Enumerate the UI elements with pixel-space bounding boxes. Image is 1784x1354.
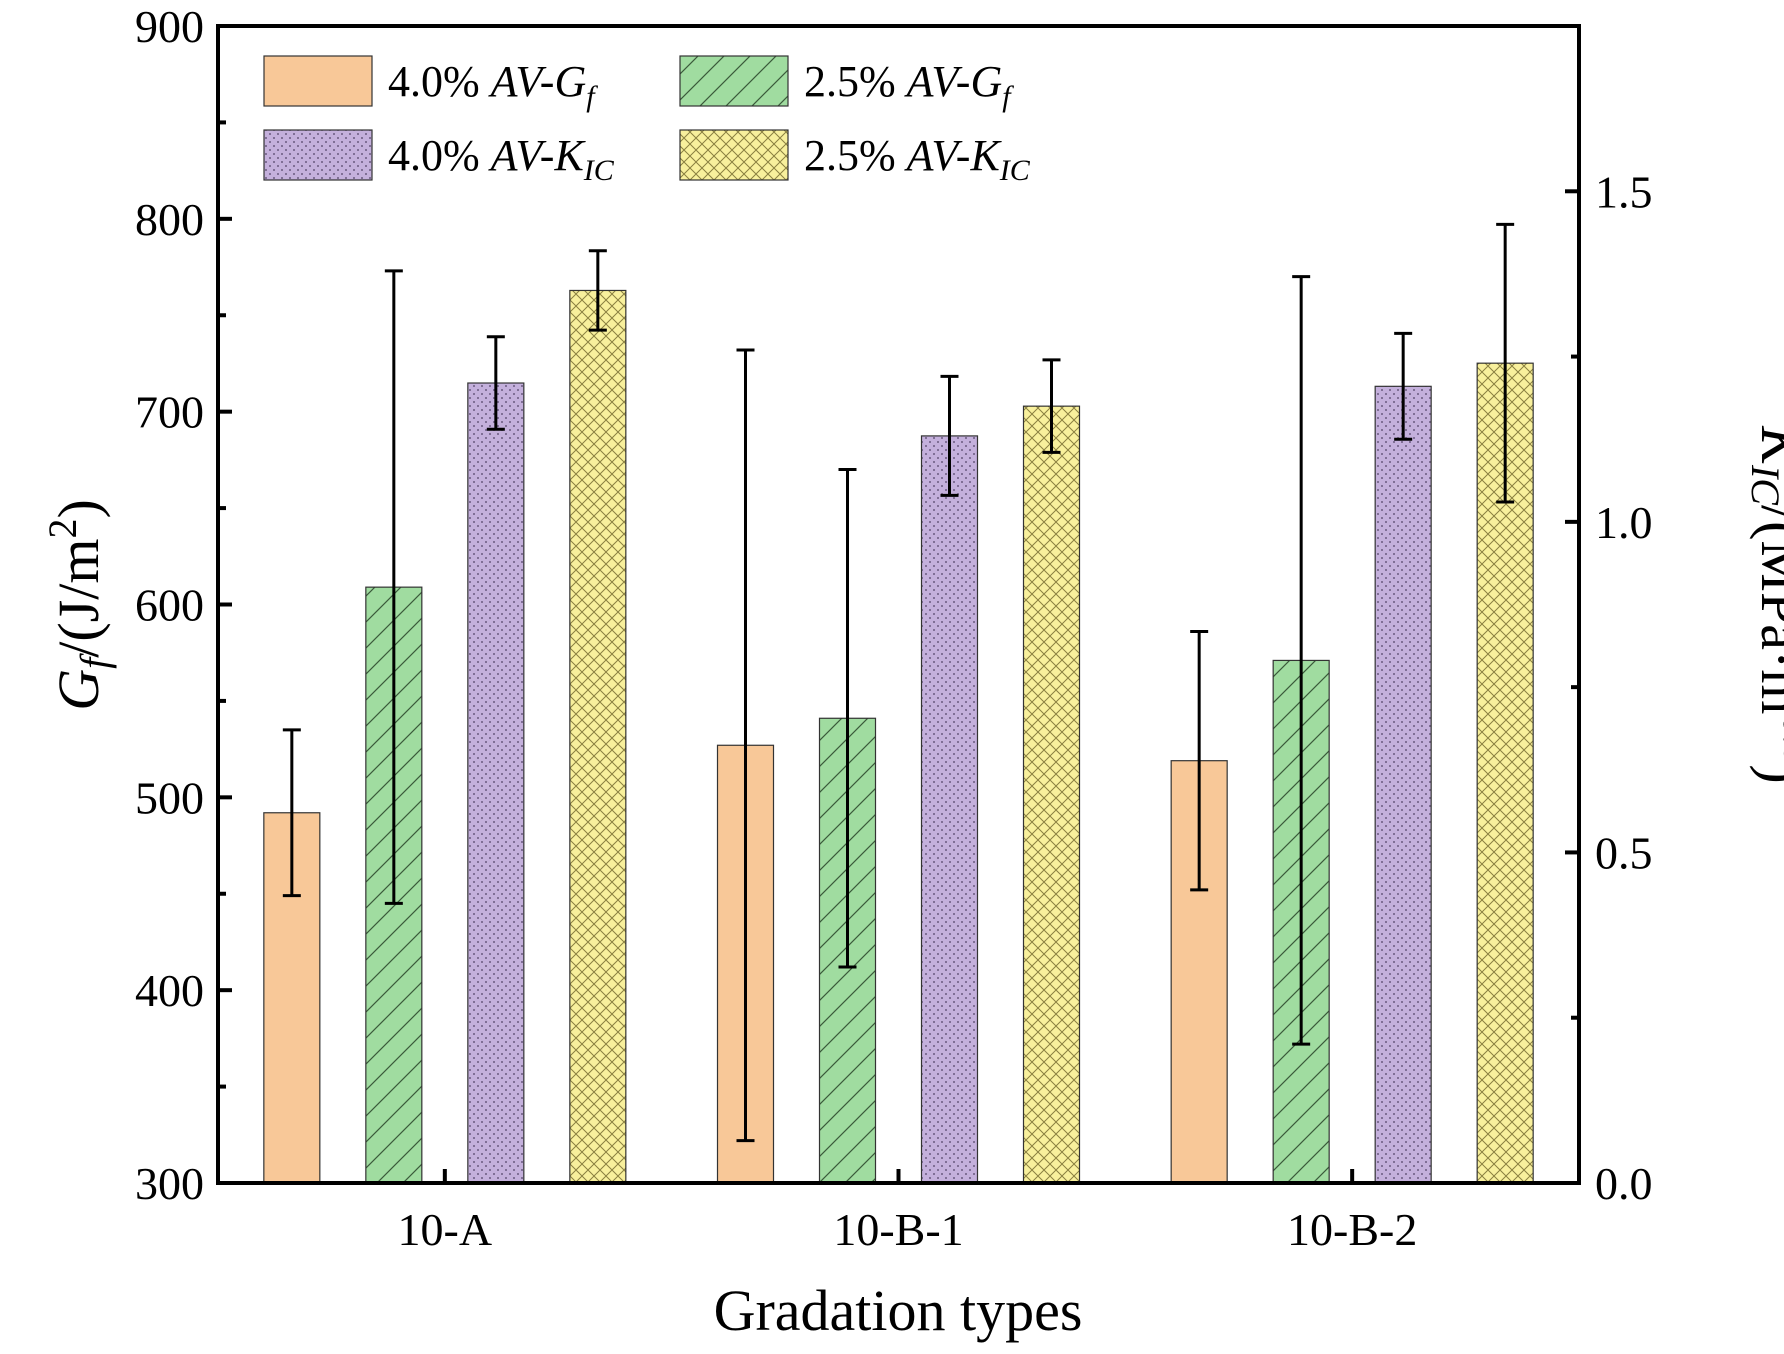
right-tick-label: 0.5 <box>1595 827 1653 878</box>
bar-4-10-A <box>569 289 627 1184</box>
left-tick-label: 900 <box>135 1 204 52</box>
axis-ticks <box>218 24 1579 1185</box>
bar-3-10-B-1 <box>920 435 979 1184</box>
legend-swatch-4 <box>679 129 789 181</box>
error-bars <box>282 222 1515 1143</box>
legend-swatch-3 <box>263 129 373 181</box>
legend-swatch-2 <box>679 55 789 107</box>
category-label-10-A: 10-A <box>398 1204 493 1255</box>
left-tick-label: 600 <box>135 580 204 631</box>
category-label-10-B-1: 10-B-1 <box>833 1204 963 1255</box>
left-tick-label: 300 <box>135 1158 204 1209</box>
legend-label-1: 4.0% AV-Gf <box>388 57 598 113</box>
legend-label-3: 4.0% AV-KIC <box>388 131 615 187</box>
legend: 4.0% AV-Gf 2.5% AV-Gf 4.0% AV-KIC 2.5% AV-K… <box>263 55 1031 187</box>
left-axis-tick-labels: 300 400 500 600 700 800 900 <box>135 1 204 1209</box>
right-tick-label: 1.0 <box>1595 497 1653 548</box>
legend-swatch-1 <box>263 55 373 107</box>
left-tick-label: 700 <box>135 387 204 438</box>
bar-3-10-A <box>467 382 525 1184</box>
right-tick-label: 0.0 <box>1595 1158 1653 1209</box>
bar-4-10-B-1 <box>1022 405 1081 1184</box>
legend-label-4: 2.5% AV-KIC <box>804 131 1031 187</box>
x-axis-title: Gradation types <box>714 1278 1083 1343</box>
right-axis-title: KIC/(MPa·m0.5) <box>1743 425 1784 783</box>
category-labels: 10-A 10-B-1 10-B-2 <box>398 1204 1418 1255</box>
left-tick-label: 500 <box>135 772 204 823</box>
right-axis-tick-labels: 0.0 0.5 1.0 1.5 <box>1595 166 1653 1209</box>
right-tick-label: 1.5 <box>1595 166 1653 217</box>
legend-label-2: 2.5% AV-Gf <box>804 57 1014 113</box>
plot-bars <box>263 289 1534 1184</box>
left-axis-title: Gf/(J/m2) <box>40 499 117 711</box>
left-tick-label: 800 <box>135 194 204 245</box>
category-label-10-B-2: 10-B-2 <box>1287 1204 1417 1255</box>
bar-3-10-B-2 <box>1374 385 1432 1184</box>
left-tick-label: 400 <box>135 965 204 1016</box>
